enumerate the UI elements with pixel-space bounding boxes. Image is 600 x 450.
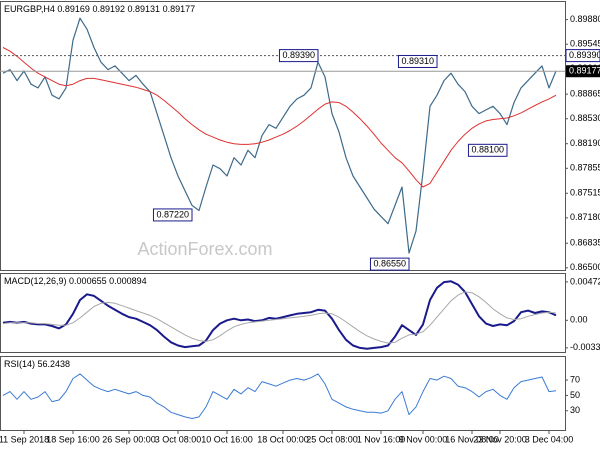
series-line: [2, 47, 557, 188]
panel-header: RSI(14) 56.2438: [4, 359, 70, 369]
y-tick-label: 0.88865: [570, 89, 600, 99]
annotation-box: [278, 49, 319, 63]
y-tick-label: 0.87180: [570, 212, 600, 222]
price-panel: [0, 1, 566, 271]
annotation-label: 0.87220: [156, 209, 189, 219]
x-tick-label: 3 Dec 04:00: [525, 434, 574, 444]
y-tick-label: 0.87515: [570, 188, 600, 198]
y-tick-label: 70: [570, 374, 580, 384]
last-price-label: 0.89177: [569, 66, 600, 76]
annotation-label: 0.89390: [282, 50, 315, 60]
annotation-box: [369, 257, 410, 271]
indicator-title: MACD(12,26,9): [4, 276, 67, 286]
header-value: 0.000894: [109, 276, 147, 286]
y-tick-label: 0.88190: [570, 138, 600, 148]
x-tick-label: 18 Oct 00:00: [257, 434, 309, 444]
x-tick-label: 9 Nov 00:00: [399, 434, 448, 444]
price-line-label: 0.89390: [569, 50, 600, 60]
series-line: [2, 291, 557, 344]
last-price-box: [566, 65, 600, 78]
x-tick-label: 3 Oct 08:00: [155, 434, 202, 444]
series-line: [2, 17, 557, 254]
y-tick-label: 30: [570, 405, 580, 415]
series-line: [2, 373, 557, 419]
annotation-box: [467, 143, 508, 157]
x-tick-label: 10 Oct 16:00: [201, 434, 253, 444]
header-value: 56.2438: [38, 359, 71, 369]
x-tick-label: 25 Oct 08:00: [306, 434, 358, 444]
y-tick-label: 0.88530: [570, 113, 600, 123]
y-tick-label: 0.86500: [570, 262, 600, 272]
header-value: 0.89192: [92, 4, 125, 14]
header-value: 0.89169: [57, 4, 90, 14]
x-tick-label: 18 Sep 16:00: [46, 434, 100, 444]
panel-header: MACD(12,26,9) 0.000655 0.000894: [4, 276, 147, 286]
annotation-label: 0.86550: [373, 259, 406, 269]
y-tick-label: 50: [570, 390, 580, 400]
series-line: [2, 280, 557, 350]
annotation-label: 0.89310: [401, 56, 434, 66]
x-tick-label: 1 Nov 16:00: [357, 434, 406, 444]
x-tick-label: 23 Nov 20:00: [473, 434, 527, 444]
y-tick-label: 0.89545: [570, 39, 600, 49]
watermark: ActionForex.com: [137, 239, 272, 259]
y-tick-label: 0.89880: [570, 14, 600, 24]
annotation-box: [397, 54, 438, 68]
y-tick-label: 0.86835: [570, 238, 600, 248]
header-value: 0.89177: [163, 4, 196, 14]
rsi-panel: [0, 356, 566, 431]
x-tick-label: 26 Sep 00:00: [102, 434, 156, 444]
panel-header: EURGBP,H4 0.89169 0.89192 0.89131 0.8917…: [4, 4, 195, 14]
header-value: 0.000655: [69, 276, 107, 286]
y-tick-label: 0.004729: [570, 276, 600, 286]
y-tick-label: 0.00: [570, 315, 588, 325]
macd-panel: [0, 273, 566, 353]
price-line-box: [565, 49, 600, 63]
y-tick-label: -0.003391: [570, 342, 600, 352]
y-tick-label: 0.87855: [570, 163, 600, 173]
indicator-title: EURGBP,H4: [4, 4, 55, 14]
annotation-label: 0.88100: [471, 145, 504, 155]
x-tick-label: 16 Nov 08:00: [445, 434, 499, 444]
indicator-title: RSI(14): [4, 359, 35, 369]
header-value: 0.89131: [128, 4, 161, 14]
x-tick-label: 11 Sep 2018: [0, 434, 49, 444]
annotation-box: [152, 208, 193, 222]
